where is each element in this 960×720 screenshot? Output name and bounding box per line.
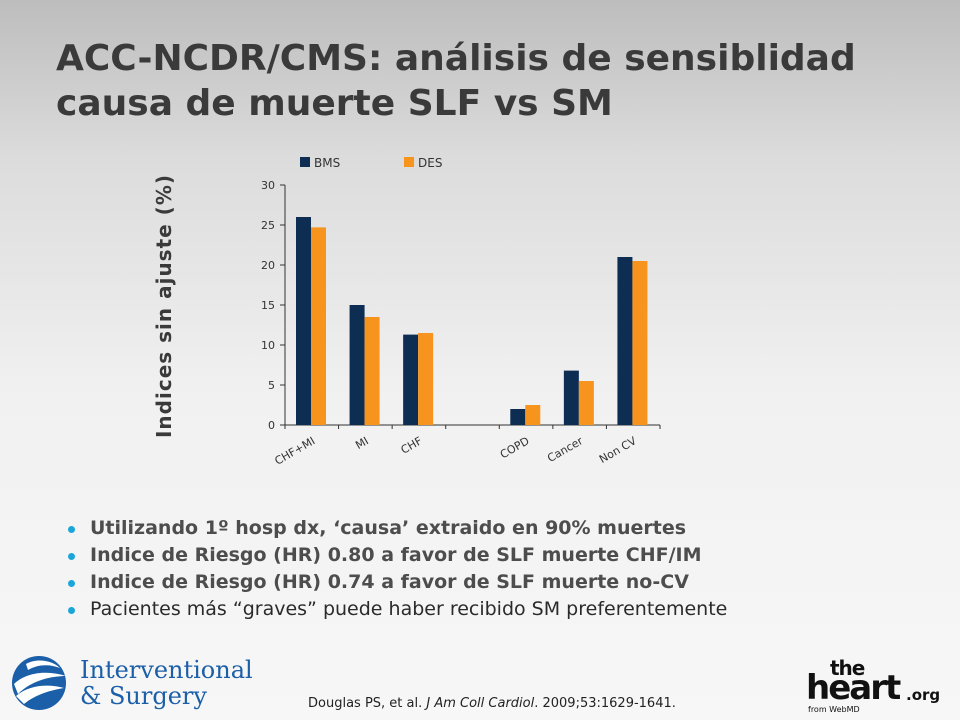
x-category-label: COPD	[498, 434, 532, 461]
y-tick-label: 15	[261, 299, 275, 312]
bar-bms	[296, 217, 311, 425]
bullet-item: Indice de Riesgo (HR) 0.80 a favor de SL…	[64, 542, 727, 569]
x-category-label: Cancer	[545, 434, 585, 465]
legend-swatch-bms	[300, 157, 310, 167]
y-tick-label: 0	[268, 419, 275, 432]
theheart-org-logo: the heart .org from WebMD	[804, 656, 954, 716]
bar-des	[525, 405, 541, 425]
bar-bms	[617, 257, 633, 425]
y-tick-label: 5	[268, 379, 275, 392]
x-category-label: CHF+MI	[272, 434, 317, 467]
title-line-1: ACC-NCDR/CMS: análisis de sensiblidad	[56, 38, 856, 79]
bullet-item: Pacientes más “graves” puede haber recib…	[64, 596, 727, 623]
logo-text-line-2: & Surgery	[80, 682, 207, 710]
legend-label-bms: BMS	[314, 156, 340, 170]
legend-label-des: DES	[418, 156, 442, 170]
bar-des	[418, 333, 434, 425]
globe-swirl-icon	[12, 656, 66, 710]
logo-text-line-1: Interventional	[80, 656, 253, 684]
bar-des	[578, 381, 594, 425]
bar-bms	[349, 305, 365, 425]
bullet-item: Indice de Riesgo (HR) 0.74 a favor de SL…	[64, 569, 727, 596]
legend-swatch-des	[404, 157, 414, 167]
bullet-list: Utilizando 1º hosp dx, ‘causa’ extraido …	[64, 515, 727, 623]
citation-journal: J Am Coll Cardiol	[426, 696, 535, 711]
citation: Douglas PS, et al. J Am Coll Cardiol. 20…	[308, 696, 676, 711]
citation-details: . 2009;53:1629-1641.	[534, 696, 676, 711]
logo-the: the	[830, 656, 865, 680]
bar-bms	[563, 370, 579, 425]
logo-from-webmd: from WebMD	[808, 705, 860, 714]
bar-des	[632, 261, 648, 425]
citation-authors: Douglas PS, et al.	[308, 696, 423, 711]
x-category-label: MI	[353, 434, 371, 452]
x-category-label: CHF	[399, 434, 425, 456]
y-tick-label: 30	[261, 179, 275, 192]
bar-bms	[403, 334, 419, 425]
title-line-2: causa de muerte SLF vs SM	[56, 83, 613, 124]
logo-heart: heart	[806, 668, 901, 708]
slide-title: ACC-NCDR/CMS: análisis de sensiblidad ca…	[56, 36, 936, 126]
y-tick-label: 10	[261, 339, 275, 352]
bar-des	[311, 227, 326, 425]
y-tick-label: 25	[261, 219, 275, 232]
bar-bms	[510, 409, 526, 425]
interventional-surgery-logo: Interventional & Surgery	[8, 650, 253, 714]
bar-des	[364, 317, 380, 425]
bullet-item: Utilizando 1º hosp dx, ‘causa’ extraido …	[64, 515, 727, 542]
x-category-label: Non CV	[597, 434, 639, 466]
logo-org: .org	[906, 686, 941, 704]
y-tick-label: 20	[261, 259, 275, 272]
